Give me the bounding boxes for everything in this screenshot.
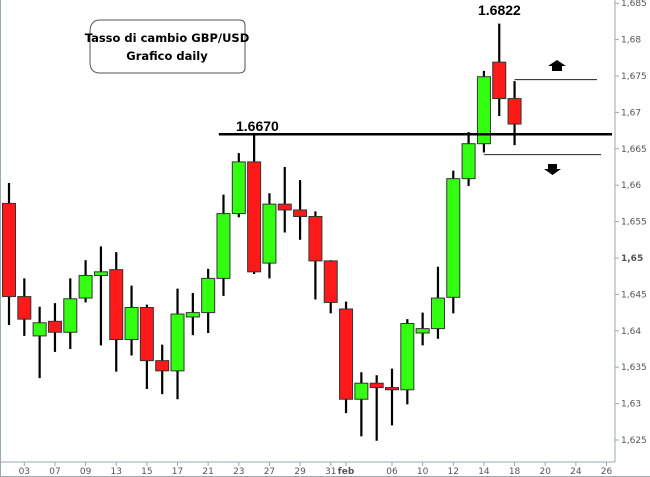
x-tick-label: 31 <box>325 467 336 477</box>
x-tick-label: 14 <box>478 467 490 477</box>
y-tick-label: 1,67 <box>621 108 641 118</box>
x-tick-label: feb <box>338 467 355 477</box>
y-tick-label: 1,645 <box>621 290 647 300</box>
candle-body-up <box>231 161 246 215</box>
x-tick-label: 20 <box>539 467 551 477</box>
candle-body-down <box>109 269 124 341</box>
candle-body-down <box>139 307 154 362</box>
candle-body-up <box>400 323 415 391</box>
candle-body-up <box>461 143 476 180</box>
candle-body-up <box>170 313 185 372</box>
high-label: 1.6822 <box>478 2 521 18</box>
x-tick-label: 23 <box>233 467 244 477</box>
resistance-label: 1.6670 <box>236 118 279 134</box>
candle-body-up <box>124 307 139 341</box>
x-tick-label: 26 <box>601 467 613 477</box>
y-tick-label: 1,625 <box>621 436 647 446</box>
y-tick-label: 1,65 <box>621 254 643 264</box>
chart-subtitle: Grafico daily <box>126 49 208 63</box>
candle-body-up <box>216 213 231 279</box>
candle-body-up <box>262 203 277 264</box>
y-tick-label: 1,64 <box>621 327 641 337</box>
candle-body-down <box>247 161 262 273</box>
y-tick-label: 1,655 <box>621 218 647 228</box>
arrow-up-icon <box>548 60 566 71</box>
candle-body-up <box>185 312 200 318</box>
y-tick-label: 1,66 <box>621 181 641 191</box>
candle-body-down <box>47 320 62 333</box>
x-tick-label: 27 <box>264 467 275 477</box>
x-tick-label: 13 <box>111 467 122 477</box>
candle-body-down <box>339 308 354 400</box>
x-tick-label: 15 <box>141 467 152 477</box>
candle-body-down <box>293 209 308 218</box>
chart-title: Tasso di cambio GBP/USD <box>85 31 250 45</box>
candle-body-up <box>476 76 491 145</box>
x-tick-label: 10 <box>417 467 429 477</box>
candle-body-down <box>17 296 32 320</box>
x-tick-label: 21 <box>202 467 213 477</box>
candle-body-up <box>32 322 47 337</box>
y-tick-label: 1,665 <box>621 145 647 155</box>
x-tick-label: 24 <box>570 467 582 477</box>
arrow-down-icon <box>544 164 561 175</box>
candle-body-down <box>369 382 384 389</box>
annotations <box>218 60 612 175</box>
x-tick-label: 12 <box>448 467 459 477</box>
x-tick-label: 29 <box>294 467 306 477</box>
candle-body-up <box>93 271 108 276</box>
candle-body-down <box>385 387 399 391</box>
y-tick-label: 1,675 <box>621 72 647 82</box>
y-tick-label: 1,635 <box>621 363 647 373</box>
candle-body-up <box>354 382 369 400</box>
y-tick-label: 1,63 <box>621 400 641 410</box>
candle-body-down <box>507 98 522 125</box>
candle-body-up <box>78 274 93 299</box>
candles <box>2 23 522 441</box>
candle-body-up <box>430 297 445 330</box>
candle-body-up <box>201 277 216 314</box>
candle-body-up <box>446 178 461 298</box>
title-box: Tasso di cambio GBP/USD Grafico daily <box>85 19 250 74</box>
candle-body-down <box>308 216 323 262</box>
x-tick-label: 09 <box>80 467 92 477</box>
candle-body-down <box>277 203 292 211</box>
candle-body-down <box>323 260 338 303</box>
y-axis: 1,685 1,68 1,675 1,67 1,665 1,66 1,655 1,65 1,64… <box>615 0 647 446</box>
candle-body-down <box>2 202 16 298</box>
y-tick-label: 1,68 <box>621 36 641 46</box>
x-tick-label: 06 <box>386 467 398 477</box>
x-tick-label: 03 <box>19 467 30 477</box>
candle-body-down <box>492 61 507 100</box>
y-tick-label: 1,685 <box>621 0 647 9</box>
x-axis: 03 07 09 13 15 17 21 23 27 29 31 feb 06 10 12 14 18 20 24 2… <box>19 462 613 477</box>
candle-body-up <box>415 328 430 334</box>
x-tick-label: 17 <box>172 467 183 477</box>
x-tick-label: 18 <box>509 467 521 477</box>
candle-body-down <box>155 360 170 372</box>
x-tick-label: 07 <box>49 467 60 477</box>
candle-body-up <box>63 298 78 333</box>
